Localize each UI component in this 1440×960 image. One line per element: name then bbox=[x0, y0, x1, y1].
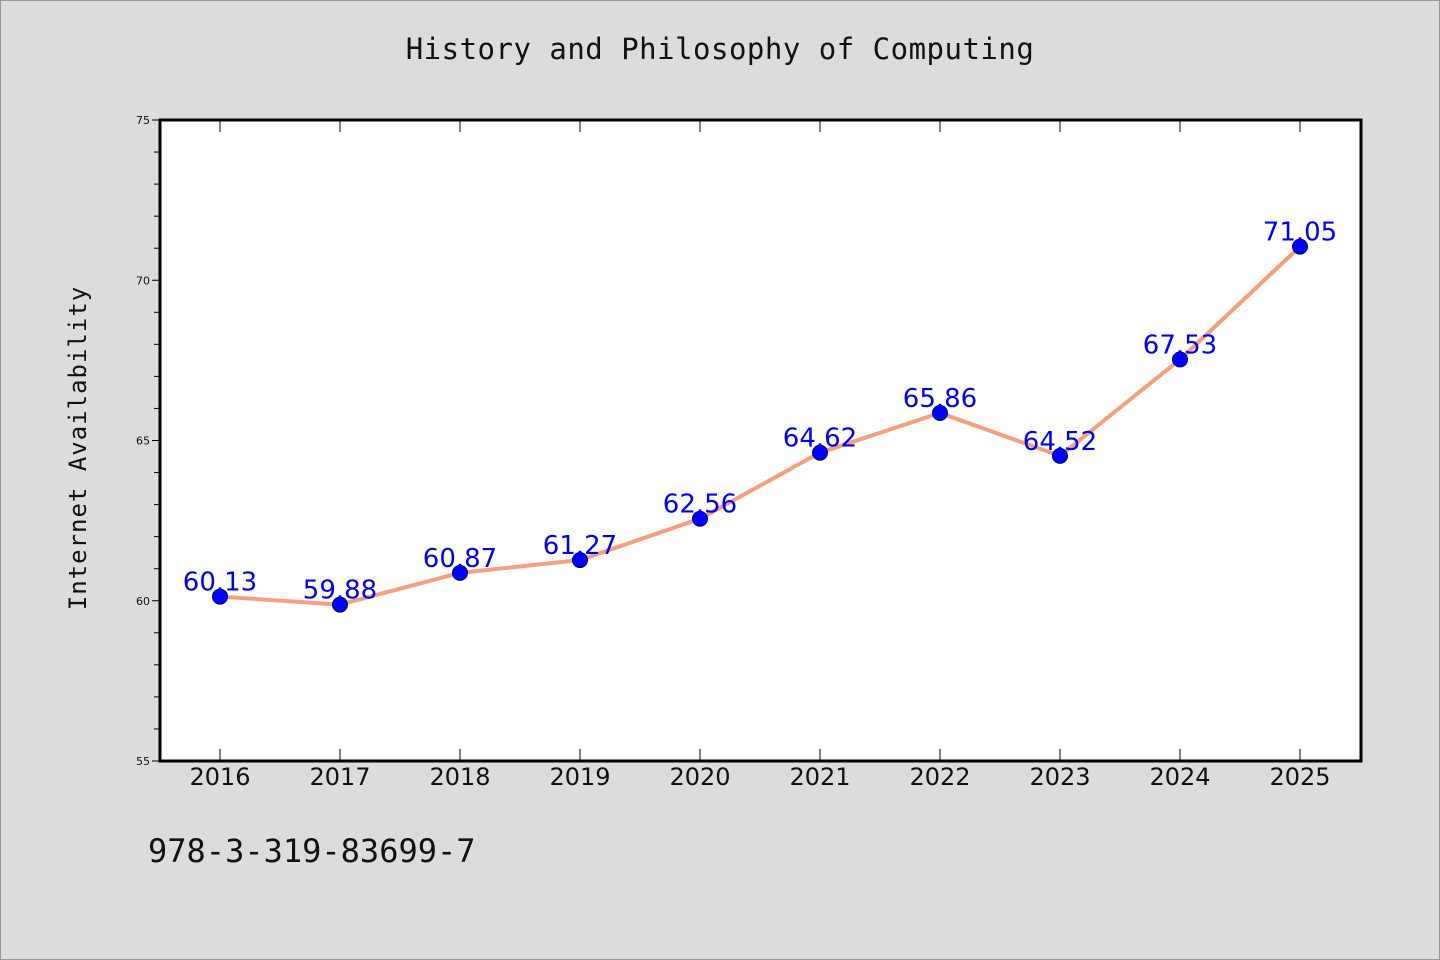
series-line-group bbox=[219, 245, 1302, 607]
x-tick-label: 2018 bbox=[429, 763, 490, 791]
x-tick-label: 2023 bbox=[1029, 763, 1090, 791]
x-tick-label: 2017 bbox=[309, 763, 370, 791]
data-label: 62.56 bbox=[663, 490, 737, 520]
data-point bbox=[692, 510, 708, 527]
x-tick-label: 2020 bbox=[669, 763, 730, 791]
x-tick-label: 2022 bbox=[909, 763, 970, 791]
x-tick-label: 2021 bbox=[789, 763, 850, 791]
x-tick-label: 2024 bbox=[1149, 763, 1210, 791]
y-axis: 55 60 65 70 75 bbox=[136, 114, 160, 768]
data-label: 59.88 bbox=[303, 576, 377, 606]
x-tick-label: 2016 bbox=[189, 763, 250, 791]
data-label: 60.87 bbox=[423, 544, 497, 574]
data-label: 65.86 bbox=[903, 384, 977, 414]
data-points bbox=[212, 238, 1308, 613]
chart-title: History and Philosophy of Computing bbox=[405, 32, 1035, 66]
data-point bbox=[1052, 447, 1068, 464]
data-point bbox=[332, 596, 348, 613]
data-label: 64.52 bbox=[1023, 427, 1097, 457]
data-label: 60.13 bbox=[183, 568, 257, 598]
y-tick-label: 60 bbox=[136, 595, 150, 608]
series-line bbox=[219, 245, 1302, 607]
y-tick-label: 70 bbox=[136, 274, 150, 287]
x-axis: 2016 2017 2018 2019 2020 2021 2022 2023 2024 2025 bbox=[189, 120, 1331, 791]
data-point bbox=[1292, 238, 1308, 255]
data-label: 71.05 bbox=[1263, 218, 1337, 248]
data-point bbox=[932, 404, 948, 421]
data-point bbox=[812, 444, 828, 461]
data-labels: 60.13 59.88 60.87 61.27 62.56 64.62 65.86 64.52… bbox=[183, 218, 1337, 606]
data-point bbox=[1172, 351, 1188, 368]
plot-area bbox=[158, 118, 1363, 763]
data-point bbox=[452, 564, 468, 581]
data-label: 67.53 bbox=[1143, 330, 1217, 360]
x-tick-label: 2025 bbox=[1269, 763, 1330, 791]
data-label: 64.62 bbox=[783, 424, 857, 454]
y-tick-label: 55 bbox=[136, 755, 150, 768]
data-label: 61.27 bbox=[543, 531, 617, 561]
data-point bbox=[212, 588, 228, 605]
y-tick-label: 65 bbox=[136, 435, 150, 448]
x-tick-label: 2019 bbox=[549, 763, 610, 791]
y-tick-label: 75 bbox=[136, 114, 150, 127]
isbn-code: 978-3-319-83699-7 bbox=[148, 832, 476, 870]
data-point bbox=[572, 552, 588, 569]
